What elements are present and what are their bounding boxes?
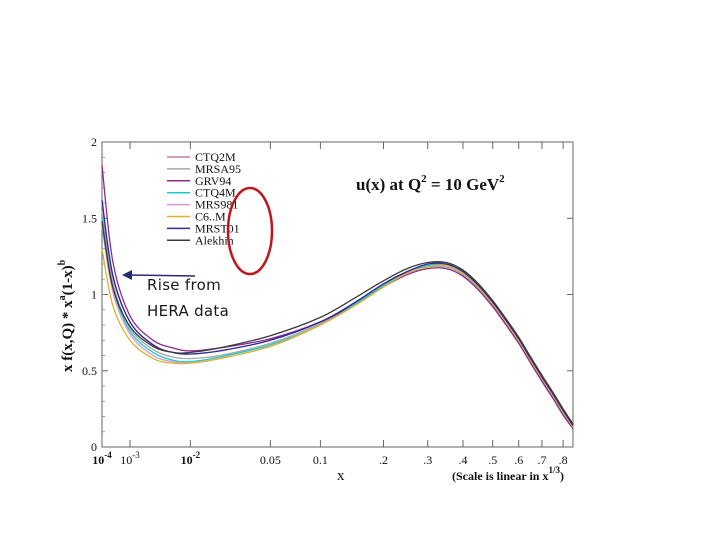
legend: CTQ2MMRSA95GRV94CTQ4MMRS981C6..MMRST01Al… xyxy=(167,150,241,247)
x-tick-label: .5 xyxy=(488,453,497,467)
title-mid: = 10 GeV xyxy=(427,175,500,194)
y-tick-label: 1 xyxy=(91,288,97,302)
title-sup1: 2 xyxy=(421,173,427,185)
x-tick-label: 10-2 xyxy=(181,450,201,467)
callout-arrow-line xyxy=(129,274,196,277)
scale-note-sup: 1/3 xyxy=(548,465,560,475)
scale-note-end: ) xyxy=(560,469,564,483)
x-tick-label: .3 xyxy=(423,453,432,467)
legend-label: MRSA95 xyxy=(195,162,241,176)
y-tick-label: 2 xyxy=(91,135,97,149)
callout-line-1: Rise from xyxy=(147,276,222,294)
x-tick-label: .4 xyxy=(458,453,467,467)
series-line-4 xyxy=(101,225,574,428)
ylabel-sup-a: a xyxy=(57,295,68,300)
series-line-5 xyxy=(101,248,574,428)
legend-label: Alekhin xyxy=(195,233,234,247)
legend-label: CTQ4M xyxy=(195,186,236,200)
highlight-ellipse xyxy=(226,186,274,276)
y-tick-label: 0 xyxy=(91,440,97,454)
x-tick-label: 0.05 xyxy=(260,453,281,467)
x-tick-label: 0.1 xyxy=(313,453,328,467)
ylabel-main: x f(x,Q) * x xyxy=(60,300,76,372)
callout-arrow-head xyxy=(122,270,132,280)
scale-note: (Scale is linear in x1/3) xyxy=(452,465,564,483)
x-tick-label: .7 xyxy=(537,453,546,467)
series-line-7 xyxy=(101,221,574,425)
title-sup2: 2 xyxy=(499,173,505,185)
series-lines xyxy=(101,164,574,430)
x-tick-label: 10-4 xyxy=(92,450,112,467)
legend-label: CTQ2M xyxy=(195,150,236,164)
y-tick-label: 1.5 xyxy=(82,211,97,225)
x-axis-label: x xyxy=(337,468,345,484)
x-tick-label: .2 xyxy=(379,453,388,467)
ylabel-sup-b: b xyxy=(57,259,68,265)
hera-callout: Rise from HERA data xyxy=(147,272,287,324)
y-tick-label: 0.5 xyxy=(82,364,97,378)
chart-title: u(x) at Q2 = 10 GeV2 xyxy=(356,173,505,194)
title-main: u(x) at Q xyxy=(356,175,421,194)
x-tick-label: 10-3 xyxy=(120,450,140,467)
x-tick-label: .8 xyxy=(559,453,568,467)
axis-ticks: 0 0.5 1 1.5 2 10-4 10-3 10-2 0.05 0.1 .2 .3 .4 .5 .6 .7… xyxy=(82,135,573,467)
x-tick-label: .6 xyxy=(514,453,523,467)
scale-note-main: (Scale is linear in x xyxy=(452,469,548,483)
series-line-2 xyxy=(101,164,574,430)
y-axis-label: x f(x,Q) * xa(1-x)b xyxy=(57,259,76,372)
callout-line-2: HERA data xyxy=(147,302,230,320)
legend-label: C6..M xyxy=(195,210,226,224)
legend-label: MRS981 xyxy=(195,198,238,212)
ylabel-mid: (1-x) xyxy=(60,265,76,295)
legend-label: GRV94 xyxy=(195,174,231,188)
